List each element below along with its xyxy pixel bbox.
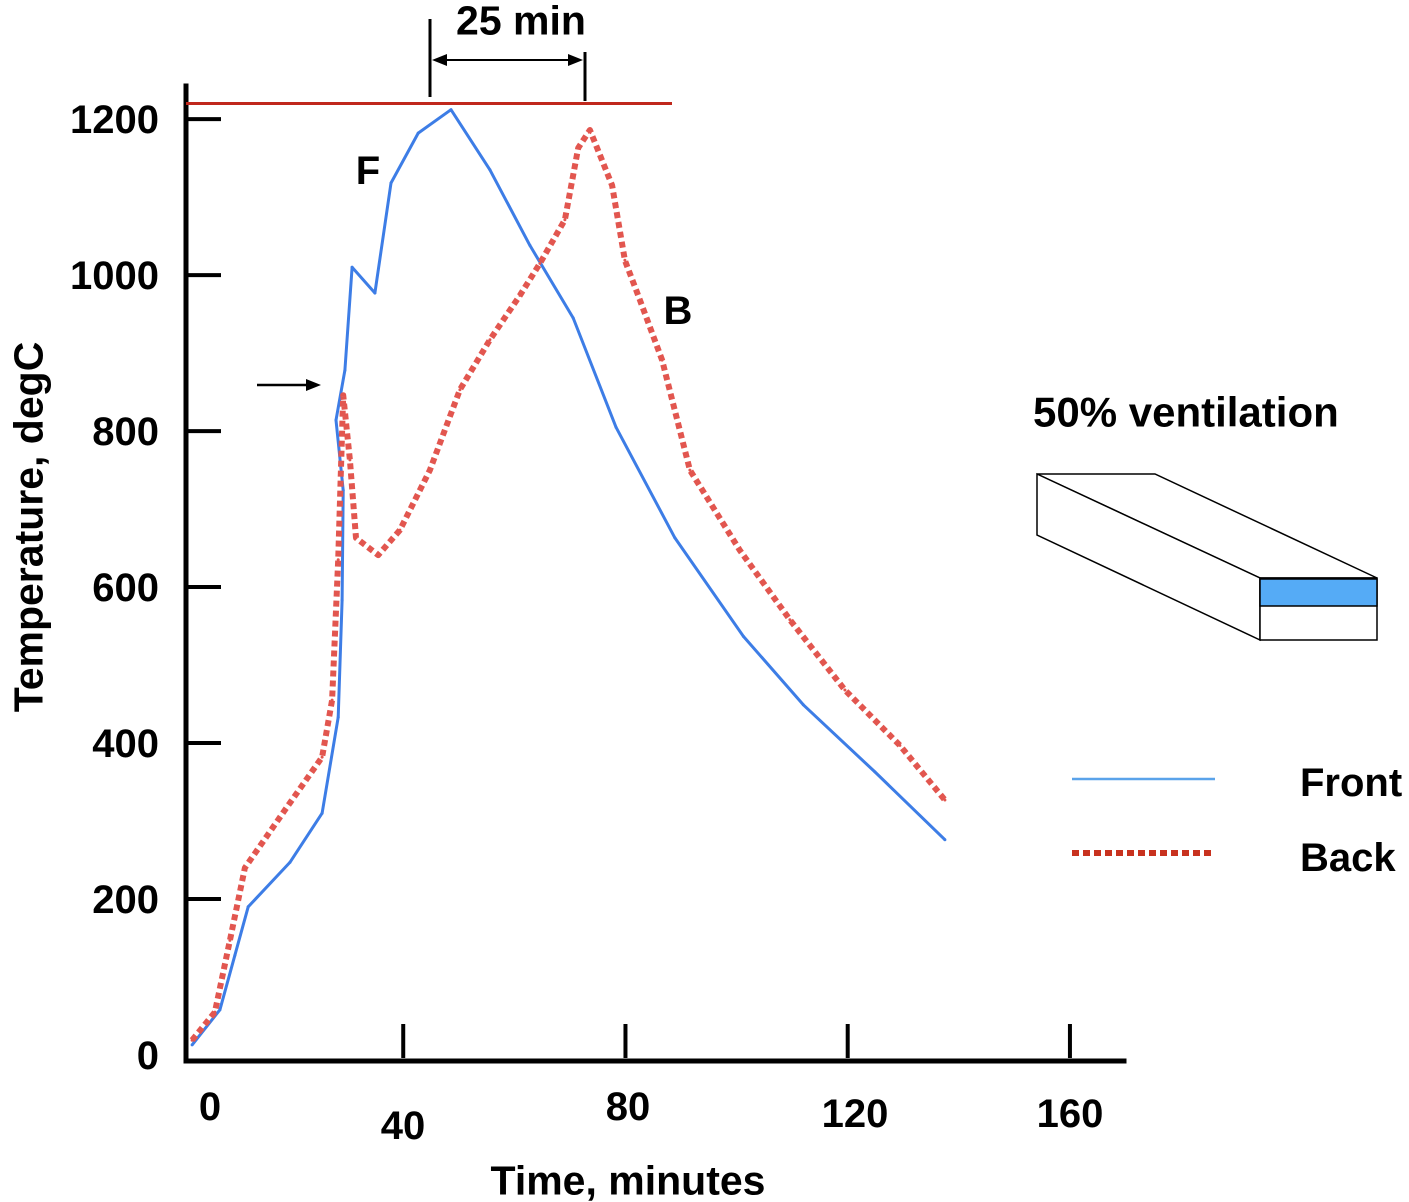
y-tick-label: 600 [92,566,159,610]
compartment-diagram [1036,472,1378,642]
x-ticks: 0 40 80 120 160 [199,1024,1104,1148]
data-point-back [563,218,567,222]
data-point-back [320,755,324,759]
data-point-front [873,770,877,774]
legend-label-front: Front [1300,761,1402,805]
data-point-back [398,528,402,532]
legend-item-front: Front [1072,761,1402,805]
pointer-arrow [257,379,321,391]
legend-item-back: Back [1072,836,1396,880]
y-ticks: 0 200 400 600 800 1000 1200 [70,98,221,1078]
data-point-front [488,168,492,172]
data-point-front [389,181,393,185]
data-point-back [623,258,627,262]
y-tick-label: 1200 [70,98,159,142]
y-tick-label: 0 [137,1034,159,1078]
data-point-front [320,811,324,815]
x-tick-label: 120 [822,1092,889,1136]
data-point-back [458,388,462,392]
data-point-front [373,291,377,295]
data-point-front [416,131,420,135]
y-tick-label: 800 [92,410,159,454]
data-point-back [354,536,358,540]
data-point-front [741,634,745,638]
data-point-back [638,298,642,302]
y-axis-title: Temperature, degC [5,342,51,713]
data-point-back [348,458,352,462]
data-point-back [538,261,542,265]
series [189,108,948,1047]
data-point-back [576,146,580,150]
span-label: 25 min [456,0,586,43]
data-point-front [343,368,347,372]
data-point-front [336,715,340,719]
axes [183,83,1127,1064]
span-annotation: 25 min [428,0,587,101]
data-point-front [350,265,354,269]
data-point-back [688,468,692,472]
legend-label-back: Back [1300,836,1396,880]
x-tick-label: 160 [1037,1092,1104,1136]
data-point-front [614,425,618,429]
data-point-back [428,468,432,472]
data-point-back [898,743,902,747]
data-point-back [213,1010,217,1014]
data-point-back [488,338,492,342]
data-point-back [588,128,592,132]
data-point-front [334,418,338,422]
series-line-front [190,108,946,1046]
data-point-front [449,108,453,112]
data-point-back [788,618,792,622]
data-point-front [673,536,677,540]
data-point-back [283,808,287,812]
ventilation-opening [1259,578,1378,607]
data-point-back [610,183,614,187]
data-point-front [571,316,575,320]
data-point-front [528,243,532,247]
back-curve-label: B [664,289,693,333]
y-tick-label: 400 [92,722,159,766]
data-point-back [376,553,380,557]
data-point-back [943,798,947,802]
data-point-back [190,1038,194,1042]
legend: Front Back [1072,761,1402,880]
data-point-front [801,703,805,707]
span-arrow-right-head [568,54,583,66]
data-point-back [336,558,340,562]
x-axis-title: Time, minutes [491,1157,766,1202]
data-point-back [341,393,345,397]
data-point-front [340,598,344,602]
data-point-back [843,688,847,692]
data-point-front [218,1008,222,1012]
data-point-back [330,698,334,702]
span-arrow-left-head [432,54,447,66]
data-point-front [288,860,292,864]
ventilation-label: 50% ventilation [1033,389,1339,436]
x-tick-label: 40 [381,1104,426,1148]
pointer-arrow-head [306,379,321,391]
data-point-front [943,838,947,842]
data-point-back [738,548,742,552]
y-tick-label: 200 [92,878,159,922]
y-tick-label: 1000 [70,254,159,298]
data-point-back [660,358,664,362]
data-point-front [246,905,250,909]
data-point-back [518,293,522,297]
x-tick-label: 0 [199,1085,221,1129]
data-point-front [233,953,237,957]
data-point-front [190,1043,194,1047]
front-curve-label: F [356,149,380,193]
x-tick-label: 80 [606,1085,651,1129]
series-line-back [189,127,948,1043]
data-point-back [228,938,232,942]
data-point-back [243,866,247,870]
